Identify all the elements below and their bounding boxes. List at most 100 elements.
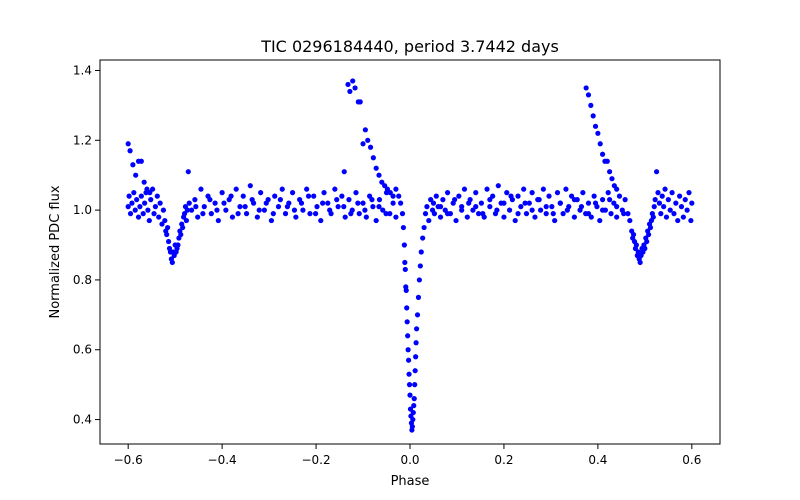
data-point: [127, 211, 134, 217]
data-point: [360, 141, 366, 147]
data-point: [401, 242, 407, 248]
data-point: [198, 186, 204, 192]
data-point: [431, 211, 438, 217]
data-point: [125, 141, 131, 147]
data-point: [585, 200, 592, 206]
data-point: [289, 190, 296, 196]
data-point: [148, 197, 154, 203]
data-point: [150, 186, 156, 192]
data-point: [376, 197, 383, 203]
y-tick-label: 0.8: [73, 273, 92, 287]
data-point: [126, 193, 132, 199]
data-point: [686, 190, 692, 196]
data-point: [595, 130, 601, 136]
data-point: [180, 224, 186, 231]
data-point: [291, 207, 298, 213]
data-point: [233, 186, 239, 192]
data-point: [651, 204, 657, 210]
data-point: [327, 207, 333, 213]
data-point: [522, 200, 528, 206]
data-point: [334, 197, 340, 203]
x-tick-label: 0.6: [682, 453, 701, 467]
data-point: [571, 214, 577, 220]
data-point: [673, 200, 679, 206]
data-point: [243, 211, 250, 217]
data-point: [341, 169, 347, 175]
data-point: [637, 259, 643, 266]
data-point: [504, 190, 510, 196]
data-point: [416, 277, 422, 283]
data-points: [125, 78, 695, 433]
data-point: [501, 200, 507, 206]
data-point: [127, 148, 133, 154]
data-point: [415, 294, 422, 300]
data-point: [684, 207, 690, 213]
data-point: [387, 211, 393, 217]
data-point: [540, 186, 546, 192]
data-point: [369, 197, 375, 203]
data-point: [417, 263, 423, 269]
data-point: [406, 371, 412, 377]
data-point: [279, 186, 285, 192]
data-point: [332, 186, 338, 192]
data-point: [215, 217, 221, 224]
y-tick-label: 0.4: [73, 413, 92, 427]
data-point: [475, 211, 482, 217]
data-point: [370, 155, 376, 161]
data-point: [186, 200, 192, 206]
data-point: [663, 214, 670, 220]
data-point: [501, 214, 507, 220]
data-point: [268, 217, 275, 224]
data-point: [282, 211, 289, 217]
data-point: [277, 197, 283, 203]
data-point: [346, 197, 352, 203]
data-point: [300, 207, 306, 213]
data-point: [495, 183, 501, 189]
data-point: [529, 207, 535, 213]
data-point: [413, 354, 419, 360]
data-point: [433, 193, 439, 199]
data-point: [284, 204, 291, 210]
data-point: [444, 190, 451, 196]
data-point: [135, 214, 142, 220]
data-point: [138, 158, 144, 164]
data-point: [627, 217, 633, 224]
data-point: [428, 197, 434, 203]
data-point: [473, 204, 479, 210]
data-point: [546, 193, 552, 199]
data-point: [249, 197, 255, 203]
data-point: [399, 211, 406, 217]
data-point: [614, 186, 620, 192]
data-point: [404, 305, 410, 311]
x-axis: −0.6 −0.4 −0.2 0.0 0.2 0.4 0.6: [114, 444, 701, 467]
data-point: [667, 207, 673, 213]
data-point: [312, 211, 319, 217]
data-point: [444, 211, 451, 217]
data-point: [263, 200, 269, 206]
data-point: [393, 186, 399, 192]
data-point: [437, 204, 444, 210]
data-point: [526, 200, 532, 206]
data-point: [165, 238, 172, 245]
data-point: [396, 193, 402, 199]
data-point: [214, 207, 220, 213]
data-point: [380, 207, 386, 213]
data-point: [237, 204, 243, 210]
data-point: [412, 368, 418, 374]
y-axis: 0.4 0.6 0.8 1.0 1.2 1.4: [73, 63, 100, 427]
data-point: [382, 183, 388, 189]
data-point: [132, 207, 138, 213]
data-point: [658, 211, 664, 217]
data-point: [298, 200, 305, 206]
data-point: [160, 207, 167, 213]
data-point: [321, 190, 327, 196]
data-point: [140, 211, 146, 217]
data-point: [552, 217, 558, 224]
data-point: [487, 204, 493, 210]
data-point: [440, 197, 446, 203]
data-point: [411, 403, 417, 409]
data-point: [254, 214, 260, 220]
data-point: [677, 193, 683, 199]
data-point: [146, 217, 152, 224]
data-point: [607, 197, 613, 203]
